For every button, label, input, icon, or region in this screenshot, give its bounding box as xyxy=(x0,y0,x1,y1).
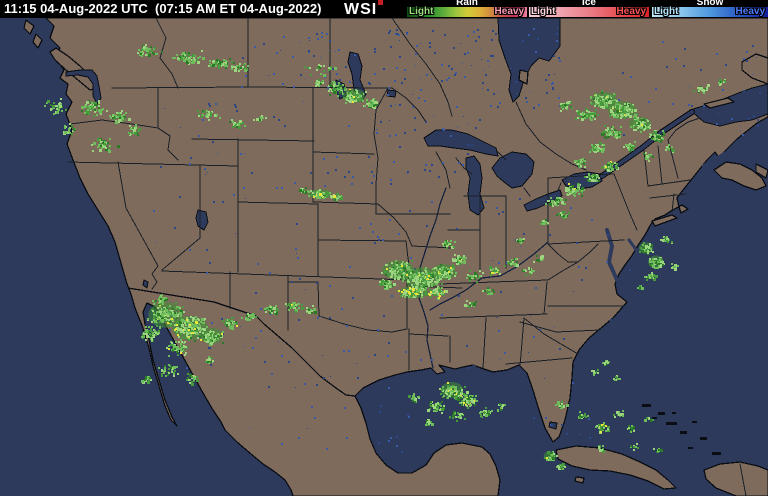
vancouver-island xyxy=(49,47,98,91)
bahamas-islands xyxy=(642,404,721,455)
legend-title-snow: Snow xyxy=(696,0,724,8)
legend-title-rain: Rain xyxy=(456,0,478,8)
legend-group-ice: Ice Light Heavy xyxy=(529,0,649,18)
legend-light-label-snow: Light xyxy=(654,6,679,17)
legend-heavy-label-rain: Heavy xyxy=(494,6,524,17)
legend-title-ice: Ice xyxy=(582,0,596,8)
legend-gradient-bar-rain xyxy=(407,7,527,17)
great-salt-lake xyxy=(195,209,209,231)
header-bar: 11:15 04-Aug-2022 UTC (07:15 AM ET 04-Au… xyxy=(0,0,768,18)
islands-south xyxy=(555,97,768,496)
legend-heavy-label-ice: Heavy xyxy=(616,6,646,17)
legend-group-snow: Snow Light Heavy xyxy=(652,0,768,18)
wsi-logo: WSI xyxy=(344,0,384,19)
legend-gradient-bar-ice xyxy=(529,7,649,17)
small-lakes-speckle-layer xyxy=(153,28,761,453)
newfoundland xyxy=(741,53,768,85)
gulf-of-st-lawrence xyxy=(689,83,768,127)
mainland-north-america xyxy=(45,18,768,496)
radar-echo-layer xyxy=(44,44,726,470)
hispaniola xyxy=(703,461,768,496)
legend-heavy-label-snow: Heavy xyxy=(735,6,765,17)
cuba xyxy=(555,445,677,490)
ohio-river xyxy=(429,241,549,311)
lake-erie xyxy=(523,189,563,212)
radar-map xyxy=(0,18,768,496)
chesapeake-bay xyxy=(605,228,619,282)
legend-group-rain: Rain Light Heavy xyxy=(407,0,527,18)
lake-huron xyxy=(491,151,535,189)
wsi-logo-mark-icon xyxy=(378,0,384,5)
haida-gwaii-islands xyxy=(23,19,43,49)
isla-de-la-juventud xyxy=(574,476,585,484)
salton-sea xyxy=(142,279,149,289)
bay-of-fundy xyxy=(702,150,730,168)
anticosti-island xyxy=(703,97,735,109)
delaware-bay xyxy=(627,238,639,253)
akimiski-island xyxy=(518,69,529,85)
legend-light-label-rain: Light xyxy=(409,6,434,17)
legend-light-label-ice: Light xyxy=(531,6,556,17)
legend-gradient-bar-snow xyxy=(652,7,768,17)
wsi-logo-text: WSI xyxy=(344,1,378,18)
us-mexico-border xyxy=(127,287,356,397)
map-svg xyxy=(0,18,768,496)
islands xyxy=(23,19,768,91)
long-island xyxy=(651,214,678,227)
timestamp: 11:15 04-Aug-2022 UTC (07:15 AM ET 04-Au… xyxy=(4,1,322,16)
nova-scotia xyxy=(713,161,768,191)
hudson-james-bay xyxy=(497,18,561,103)
